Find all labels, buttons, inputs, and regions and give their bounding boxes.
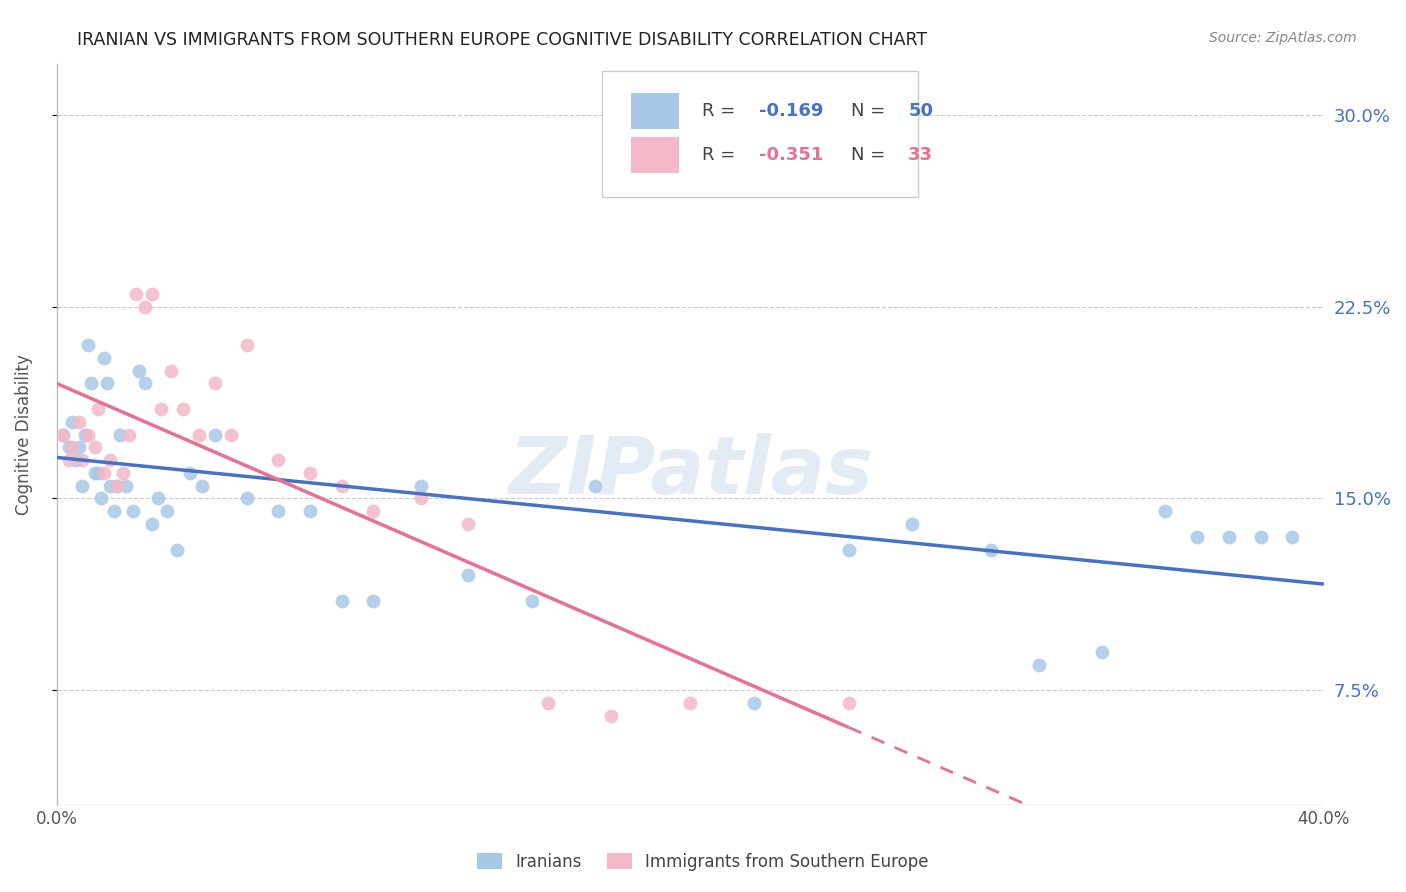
Point [67, 415, 90, 429]
Point [159, 364, 181, 378]
Point [134, 376, 156, 391]
Point [105, 478, 128, 492]
Point [204, 376, 226, 391]
Point [235, 491, 257, 506]
Point [901, 516, 924, 531]
Point [52, 427, 75, 442]
Point [108, 427, 131, 442]
FancyBboxPatch shape [631, 93, 679, 128]
Point [62, 441, 84, 455]
Point [112, 466, 135, 480]
Point [83, 441, 105, 455]
Point [58, 453, 80, 467]
Point [172, 402, 194, 417]
Point [150, 402, 173, 417]
Point [267, 453, 290, 467]
Point [1250, 530, 1272, 544]
Point [93, 466, 115, 480]
Point [1281, 530, 1303, 544]
Point [115, 478, 138, 492]
Y-axis label: Cognitive Disability: Cognitive Disability [15, 354, 32, 515]
Point [583, 478, 606, 492]
FancyBboxPatch shape [602, 71, 918, 197]
Point [520, 593, 543, 607]
Point [83, 466, 105, 480]
Point [409, 478, 432, 492]
Point [299, 466, 322, 480]
Point [299, 504, 322, 518]
Text: N =: N = [851, 102, 891, 120]
Point [65, 453, 87, 467]
Text: R =: R = [702, 146, 741, 164]
Point [70, 453, 93, 467]
Point [330, 593, 353, 607]
Point [141, 516, 163, 531]
Point [980, 542, 1002, 557]
Point [188, 427, 211, 442]
Point [457, 568, 479, 582]
Text: -0.351: -0.351 [759, 146, 823, 164]
Point [363, 593, 385, 607]
Point [93, 351, 115, 365]
Point [363, 504, 385, 518]
Point [103, 504, 125, 518]
Text: ZIPatlas: ZIPatlas [508, 433, 873, 510]
Point [537, 696, 560, 710]
Point [219, 427, 242, 442]
Point [58, 441, 80, 455]
Point [409, 491, 432, 506]
Point [118, 427, 141, 442]
Point [134, 300, 156, 314]
Text: Source: ZipAtlas.com: Source: ZipAtlas.com [1209, 31, 1357, 45]
Text: IRANIAN VS IMMIGRANTS FROM SOUTHERN EUROPE COGNITIVE DISABILITY CORRELATION CHAR: IRANIAN VS IMMIGRANTS FROM SOUTHERN EURO… [77, 31, 928, 49]
Point [1028, 657, 1050, 672]
Point [100, 478, 122, 492]
Point [100, 453, 122, 467]
Point [1218, 530, 1240, 544]
Point [141, 287, 163, 301]
Point [146, 491, 169, 506]
Text: R =: R = [702, 102, 741, 120]
Text: 33: 33 [908, 146, 934, 164]
Point [838, 542, 860, 557]
Point [121, 504, 143, 518]
Point [191, 478, 214, 492]
Point [838, 696, 860, 710]
Point [87, 402, 110, 417]
Text: -0.169: -0.169 [759, 102, 823, 120]
Text: 50: 50 [908, 102, 934, 120]
Point [1091, 645, 1114, 659]
Point [166, 542, 188, 557]
Point [87, 466, 110, 480]
Point [52, 427, 75, 442]
Point [125, 287, 148, 301]
Point [600, 708, 623, 723]
Point [77, 338, 100, 352]
Point [179, 466, 201, 480]
Point [742, 696, 765, 710]
Point [664, 172, 686, 186]
Point [77, 427, 100, 442]
Point [80, 376, 103, 391]
Text: N =: N = [851, 146, 891, 164]
Point [679, 696, 702, 710]
Legend: Iranians, Immigrants from Southern Europe: Iranians, Immigrants from Southern Europ… [468, 845, 938, 880]
Point [330, 478, 353, 492]
Point [75, 427, 97, 442]
Point [67, 441, 90, 455]
Point [70, 478, 93, 492]
Point [105, 478, 128, 492]
Point [267, 504, 290, 518]
Point [235, 338, 257, 352]
Point [156, 504, 179, 518]
Point [96, 376, 118, 391]
FancyBboxPatch shape [631, 137, 679, 173]
Point [204, 427, 226, 442]
Point [62, 415, 84, 429]
Point [457, 516, 479, 531]
Point [90, 491, 112, 506]
Point [128, 364, 150, 378]
Point [1185, 530, 1208, 544]
Point [1154, 504, 1177, 518]
